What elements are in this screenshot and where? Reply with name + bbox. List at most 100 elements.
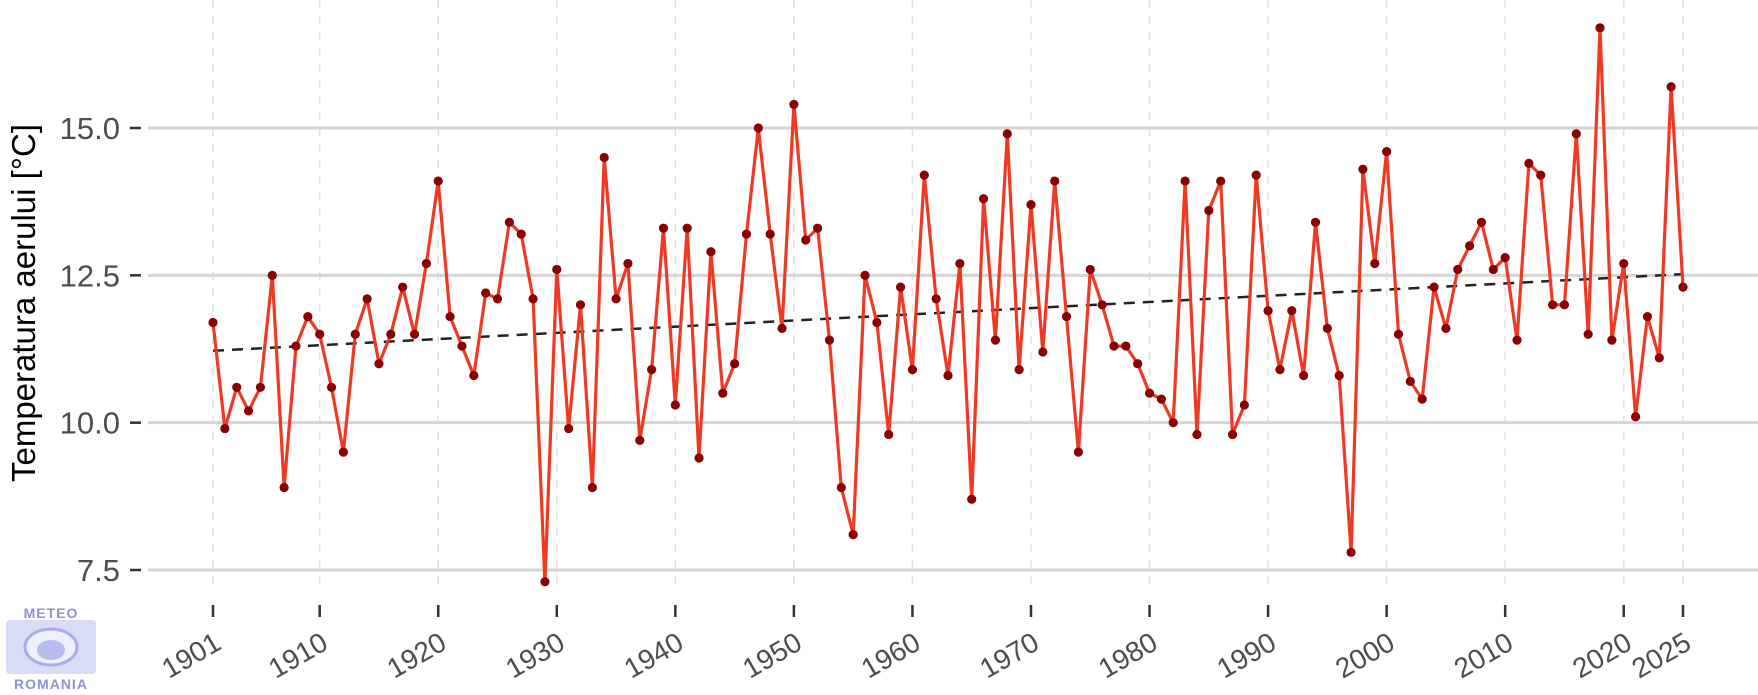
data-point	[1583, 329, 1593, 339]
data-point	[220, 423, 230, 434]
data-point	[884, 429, 894, 440]
x-tick-label: 1960	[856, 626, 925, 684]
data-point	[1524, 158, 1534, 168]
axis-ticks	[130, 126, 1685, 617]
data-point	[694, 453, 704, 463]
data-point	[1014, 365, 1024, 375]
data-point	[315, 329, 325, 339]
data-point	[1654, 353, 1664, 363]
logo-top-text: METEO	[24, 605, 79, 621]
data-point	[955, 258, 965, 269]
data-point	[753, 123, 763, 133]
x-tick-label: 2010	[1449, 626, 1518, 684]
data-point	[433, 176, 443, 186]
data-point	[1678, 282, 1688, 292]
data-point	[421, 258, 431, 269]
data-point	[1263, 306, 1273, 316]
data-point	[398, 282, 408, 292]
data-point	[1121, 341, 1131, 351]
data-point	[836, 482, 846, 493]
data-point	[338, 447, 349, 457]
data-point	[1061, 311, 1072, 322]
data-point	[623, 258, 633, 269]
data-point	[1441, 323, 1451, 333]
data-point	[741, 229, 752, 239]
data-point	[1002, 129, 1012, 139]
data-point	[907, 365, 918, 375]
data-point	[931, 294, 941, 304]
data-point	[303, 311, 313, 322]
data-point	[1133, 359, 1143, 369]
data-point	[1322, 323, 1332, 333]
data-point	[1642, 311, 1653, 322]
data-point	[1393, 329, 1404, 339]
data-point	[386, 329, 396, 339]
data-point	[718, 388, 728, 398]
data-point	[1109, 341, 1119, 351]
data-point	[1429, 282, 1439, 292]
data-point	[1405, 376, 1415, 387]
data-point	[1370, 258, 1380, 269]
y-tick-label: 7.5	[77, 553, 120, 588]
data-point	[730, 359, 740, 369]
data-point	[647, 365, 657, 375]
data-point	[599, 152, 609, 163]
data-point	[978, 194, 989, 204]
y-axis-label: Temperatura aerului [°C]	[5, 124, 42, 482]
data-point	[682, 223, 692, 233]
data-point	[658, 223, 669, 233]
data-point	[611, 294, 621, 304]
data-point	[1559, 300, 1570, 310]
data-point	[1180, 176, 1190, 186]
logo-inner-icon	[37, 640, 65, 660]
data-point	[1216, 176, 1226, 186]
data-point	[1512, 335, 1522, 345]
data-point	[232, 382, 242, 392]
data-point	[635, 435, 645, 445]
data-point	[564, 423, 574, 434]
data-point	[492, 294, 503, 304]
data-point	[848, 530, 858, 540]
data-point	[1536, 170, 1546, 180]
data-point	[919, 170, 929, 180]
data-point	[1571, 129, 1581, 139]
data-point	[255, 382, 266, 392]
x-tick-label: 1950	[737, 626, 806, 684]
data-point	[824, 335, 835, 345]
data-point	[943, 370, 953, 381]
data-point	[267, 270, 277, 280]
data-point	[1299, 370, 1309, 381]
data-point	[812, 223, 823, 233]
data-point	[1595, 23, 1605, 33]
data-point	[1382, 146, 1392, 157]
y-tick-label: 12.5	[60, 258, 120, 293]
data-point	[1358, 164, 1368, 174]
x-tick-label: 2000	[1330, 626, 1399, 684]
x-tick-label: 1910	[263, 626, 332, 684]
data-point	[1287, 306, 1297, 316]
data-point	[1168, 418, 1178, 428]
data-point	[1275, 365, 1285, 375]
data-point	[1156, 394, 1166, 404]
data-point	[1417, 394, 1427, 404]
data-point	[291, 341, 301, 351]
data-point	[1607, 335, 1617, 345]
data-point	[895, 282, 906, 292]
data-point	[362, 294, 372, 304]
data-point	[1453, 264, 1463, 275]
data-point	[1204, 205, 1214, 216]
data-point	[445, 311, 455, 322]
x-tick-label: 2020	[1567, 626, 1636, 684]
data-point	[1085, 264, 1095, 275]
data-point	[516, 229, 526, 239]
tick-labels: 7.5 10.0 12.5 15.0 1901 1910 1920 1930 1940 1950 1…	[60, 111, 1696, 684]
x-tick-label: 2025	[1627, 626, 1696, 684]
data-point	[587, 482, 597, 493]
data-point	[469, 370, 479, 381]
x-tick-label: 1930	[500, 626, 569, 684]
x-tick-label: 1990	[1212, 626, 1281, 684]
data-point	[1073, 447, 1084, 457]
data-point	[540, 577, 550, 587]
data-point	[860, 270, 870, 280]
